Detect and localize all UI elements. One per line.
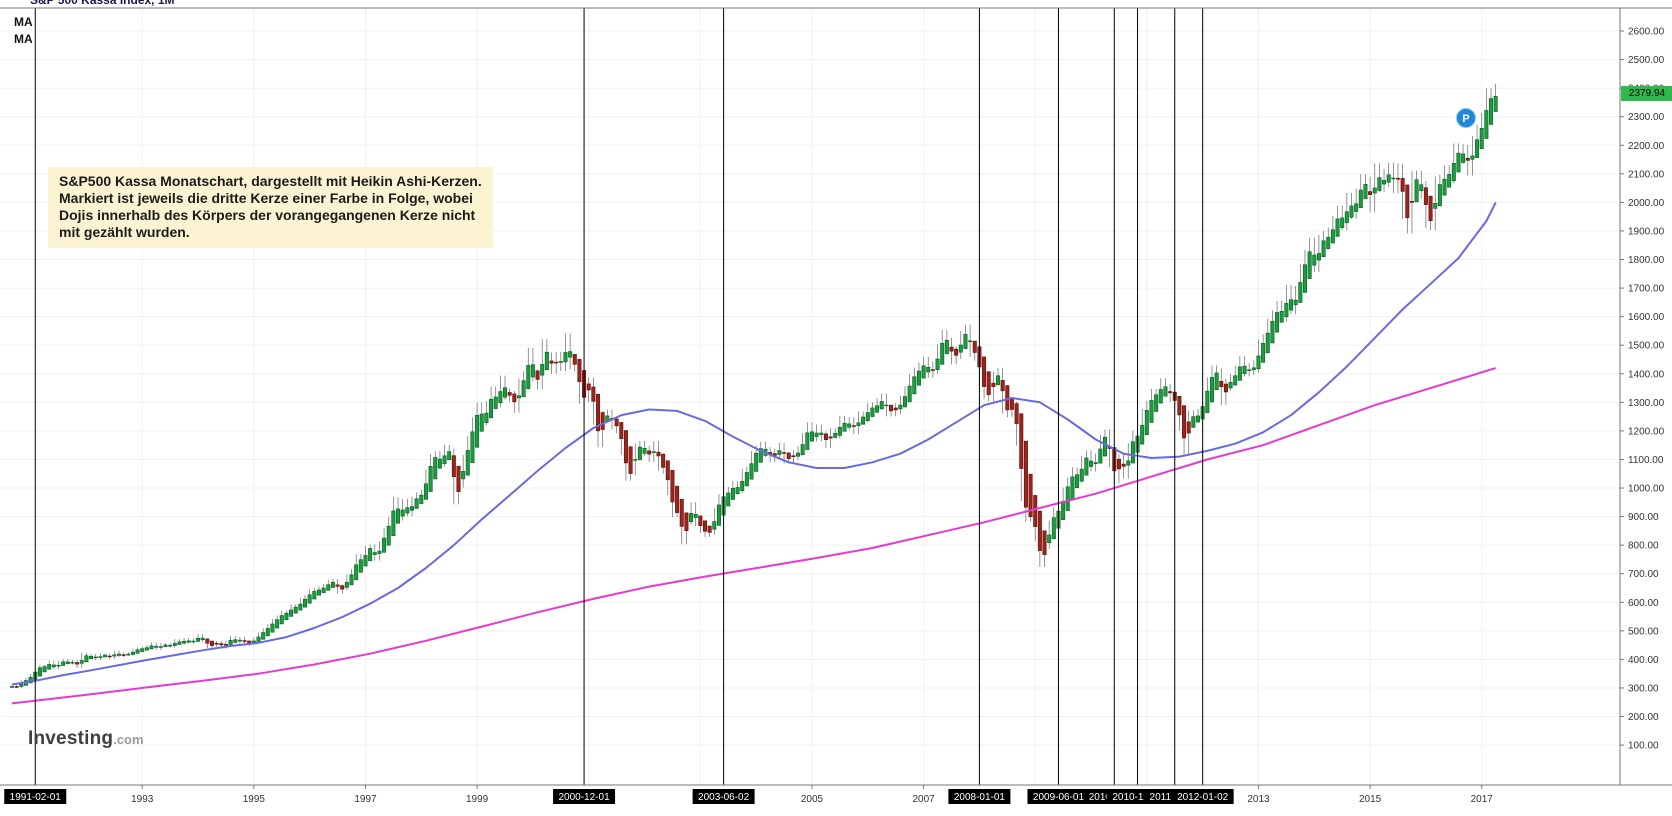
svg-text:800.00: 800.00 [1628, 541, 1659, 552]
svg-text:2012-01-02: 2012-01-02 [1177, 792, 1229, 803]
last-price-badge: 2379.94 [1621, 86, 1672, 101]
ma-slow-line [11, 367, 1496, 705]
ma-fast-label: MA [14, 15, 33, 29]
svg-text:1600.00: 1600.00 [1628, 312, 1665, 323]
svg-text:1700.00: 1700.00 [1628, 284, 1665, 295]
svg-text:1993: 1993 [131, 794, 154, 805]
svg-text:1300.00: 1300.00 [1628, 398, 1665, 409]
svg-text:300.00: 300.00 [1628, 683, 1659, 694]
ma-legend: MA MA [14, 14, 33, 48]
svg-text:900.00: 900.00 [1628, 512, 1659, 523]
svg-text:2000.00: 2000.00 [1628, 198, 1665, 209]
svg-text:1200.00: 1200.00 [1628, 426, 1665, 437]
svg-text:2200.00: 2200.00 [1628, 141, 1665, 152]
position-marker-icon[interactable]: P [1456, 108, 1476, 128]
svg-text:2000-12-01: 2000-12-01 [558, 792, 610, 803]
svg-text:700.00: 700.00 [1628, 569, 1659, 580]
svg-text:1800.00: 1800.00 [1628, 255, 1665, 266]
svg-text:2009-06-01: 2009-06-01 [1033, 792, 1085, 803]
annotation-box: S&P500 Kassa Monatschart, dargestellt mi… [48, 167, 493, 248]
annotation-line: S&P500 Kassa Monatschart, dargestellt mi… [59, 173, 482, 189]
svg-text:1900.00: 1900.00 [1628, 226, 1665, 237]
annotation-line: Markiert ist jeweils die dritte Kerze ei… [59, 190, 473, 206]
y-axis: 2600.002500.002400.002300.002200.002100.… [1620, 27, 1665, 752]
gridlines [0, 8, 1620, 785]
annotation-line: Dojis innerhalb des Körpers der vorangeg… [59, 207, 476, 223]
svg-text:1100.00: 1100.00 [1628, 455, 1664, 466]
svg-text:1999: 1999 [466, 794, 489, 805]
svg-text:1997: 1997 [354, 794, 377, 805]
svg-text:2008-01-01: 2008-01-01 [954, 792, 1006, 803]
svg-text:2013: 2013 [1247, 794, 1270, 805]
svg-text:100.00: 100.00 [1628, 741, 1659, 752]
svg-text:200.00: 200.00 [1628, 712, 1659, 723]
svg-text:1995: 1995 [243, 794, 266, 805]
svg-text:2300.00: 2300.00 [1628, 112, 1665, 123]
svg-text:1000.00: 1000.00 [1628, 484, 1665, 495]
svg-text:500.00: 500.00 [1628, 626, 1659, 637]
ma-fast-line [11, 201, 1497, 686]
svg-text:2500.00: 2500.00 [1628, 55, 1665, 66]
svg-text:2100.00: 2100.00 [1628, 169, 1665, 180]
marker-date-badges: 1991-02-01 2000-12-01 2003-06-02 2008-01-01… [4, 789, 1234, 804]
investing-logo: Investing.com [28, 728, 144, 750]
marker-lines [34, 8, 1204, 785]
svg-text:1400.00: 1400.00 [1628, 369, 1665, 380]
logo-text-suffix: .com [113, 732, 144, 747]
svg-text:2010-11-01: 2010-11-01 [1112, 792, 1163, 803]
plot-border [0, 7, 1672, 786]
x-axis: 1993 1995 1997 1999 2005 2007 2013 2015 2017 [131, 785, 1493, 805]
svg-text:2600.00: 2600.00 [1628, 27, 1665, 38]
svg-text:1991-02-01: 1991-02-01 [10, 792, 62, 803]
annotation-line: mit gezählt wurden. [59, 224, 190, 240]
svg-text:2017: 2017 [1471, 794, 1494, 805]
ma-slow-label: MA [14, 32, 33, 46]
svg-text:2005: 2005 [801, 794, 824, 805]
svg-text:400.00: 400.00 [1628, 655, 1659, 666]
svg-text:600.00: 600.00 [1628, 598, 1659, 609]
svg-text:1500.00: 1500.00 [1628, 341, 1665, 352]
svg-text:2015: 2015 [1359, 794, 1382, 805]
chart-title-clipped: S&P 500 Kassa Index, 1M [30, 0, 175, 7]
svg-text:2003-06-02: 2003-06-02 [698, 792, 750, 803]
candles-layer [10, 83, 1498, 689]
svg-text:2007: 2007 [912, 794, 935, 805]
logo-text-main: Investing [28, 728, 114, 749]
